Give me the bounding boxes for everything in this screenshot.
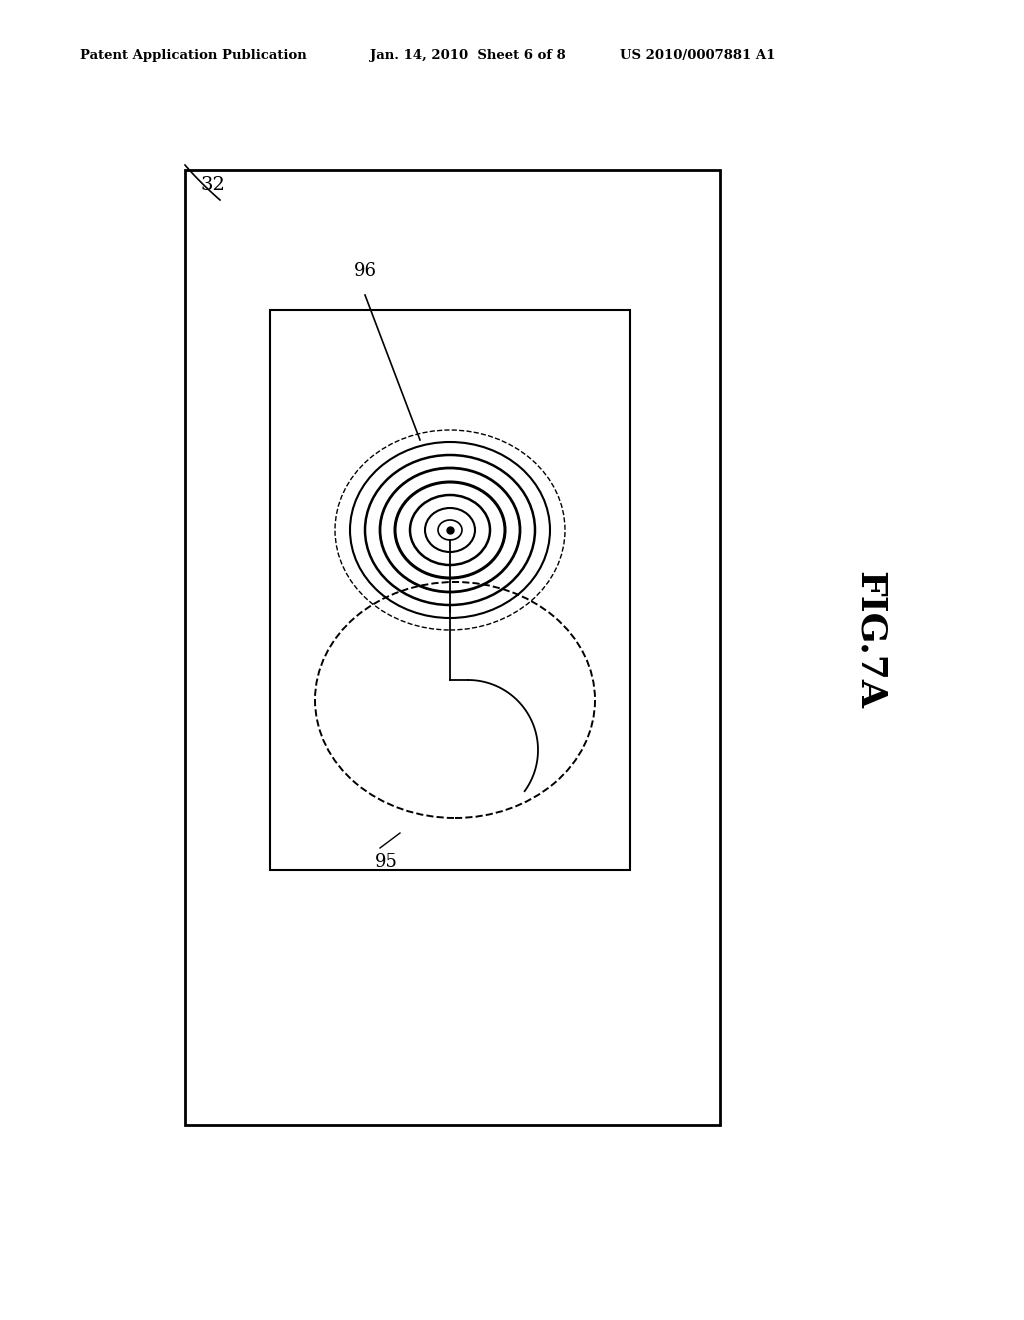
Text: Jan. 14, 2010  Sheet 6 of 8: Jan. 14, 2010 Sheet 6 of 8 bbox=[370, 49, 565, 62]
Text: 32: 32 bbox=[200, 176, 225, 194]
Text: US 2010/0007881 A1: US 2010/0007881 A1 bbox=[620, 49, 775, 62]
Text: FIG.7A: FIG.7A bbox=[853, 572, 887, 709]
Text: Patent Application Publication: Patent Application Publication bbox=[80, 49, 307, 62]
Bar bbox=[185, 170, 720, 1125]
Text: 96: 96 bbox=[353, 261, 377, 280]
Text: 95: 95 bbox=[375, 853, 398, 871]
Bar bbox=[270, 310, 630, 870]
